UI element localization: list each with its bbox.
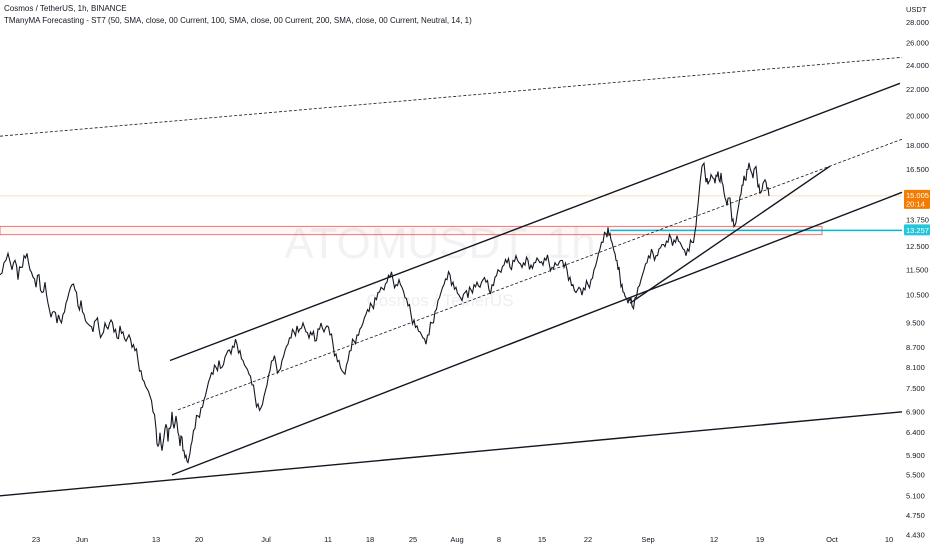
x-tick-label: 18: [366, 535, 374, 544]
time-axis[interactable]: 23 Jun 13 20 Jul 11 18 25 Aug 8 15 22 Sep 12 19 Oct 10: [32, 535, 893, 544]
trendline-4[interactable]: [0, 411, 903, 497]
trendline-3[interactable]: [0, 56, 903, 137]
price-axis[interactable]: USDT 28.000 26.000 24.000 22.000 20.000 18.00…: [906, 5, 929, 540]
x-tick-label: 13: [152, 535, 160, 544]
x-tick-label: Sep: [641, 535, 654, 544]
last-price-badge: [904, 189, 930, 209]
y-tick-label: 26.000: [906, 39, 929, 48]
y-tick-label: 4.430: [906, 531, 925, 540]
x-tick-label: 10: [885, 535, 893, 544]
x-tick-label: 11: [324, 535, 332, 544]
x-tick-label: 22: [584, 535, 592, 544]
y-tick-label: 10.500: [906, 291, 929, 300]
x-tick-label: 19: [756, 535, 764, 544]
y-tick-label: 5.100: [906, 491, 925, 500]
y-tick-label: 16.500: [906, 165, 929, 174]
y-tick-label: 6.400: [906, 428, 925, 437]
y-tick-label: 13.750: [906, 216, 929, 225]
x-tick-label: 15: [538, 535, 546, 544]
x-tick-label: 8: [497, 535, 501, 544]
y-tick-label: 5.500: [906, 470, 925, 479]
x-tick-label: Jul: [261, 535, 271, 544]
trendline-5[interactable]: [629, 165, 831, 304]
y-tick-label: 28.000: [906, 18, 929, 27]
y-tick-label: 11.500: [906, 265, 928, 274]
x-tick-label: 23: [32, 535, 40, 544]
trendline-2[interactable]: [177, 138, 903, 411]
x-tick-label: Aug: [450, 535, 463, 544]
y-tick-label: 4.750: [906, 511, 925, 520]
trendline-0[interactable]: [169, 82, 901, 362]
last-price-label: 15.005: [906, 191, 929, 200]
price-series-line-0: [0, 161, 770, 464]
y-tick-label: 20.000: [906, 112, 929, 121]
level-price-label: 13.257: [906, 226, 929, 235]
y-tick-label: 6.900: [906, 407, 925, 416]
bar-countdown-label: 20:14: [906, 199, 925, 208]
y-tick-label: 18.000: [906, 141, 929, 150]
level-badge: [904, 224, 930, 236]
x-tick-label: 12: [710, 535, 718, 544]
currency-label: USDT: [906, 5, 927, 14]
indicator-title: TManyMA Forecasting - ST7 (50, SMA, clos…: [4, 16, 472, 25]
watermark: ATOMUSDT, 1h Cosmos / TetherUS: [284, 219, 595, 310]
x-tick-label: 20: [195, 535, 203, 544]
y-tick-label: 12.500: [906, 242, 929, 251]
symbol-title: Cosmos / TetherUS, 1h, BINANCE: [4, 4, 127, 13]
chart-legend: Cosmos / TetherUS, 1h, BINANCE TManyMA F…: [4, 3, 472, 27]
watermark-pair: Cosmos / TetherUS: [366, 291, 513, 310]
price-series: [0, 161, 770, 464]
trendlines[interactable]: [0, 56, 903, 497]
x-tick-label: Jun: [76, 535, 88, 544]
y-tick-label: 5.900: [906, 451, 925, 460]
price-badges: 15.005 20:14 13.257: [904, 189, 930, 236]
level-zones: [0, 195, 902, 236]
y-tick-label: 24.000: [906, 61, 929, 70]
trendline-1[interactable]: [171, 191, 903, 476]
x-tick-label: 25: [409, 535, 417, 544]
y-tick-label: 8.100: [906, 363, 925, 372]
y-tick-label: 9.500: [906, 319, 925, 328]
y-tick-label: 22.000: [906, 85, 929, 94]
y-tick-label: 8.700: [906, 343, 925, 352]
x-tick-label: Oct: [826, 535, 839, 544]
y-tick-label: 7.500: [906, 384, 925, 393]
